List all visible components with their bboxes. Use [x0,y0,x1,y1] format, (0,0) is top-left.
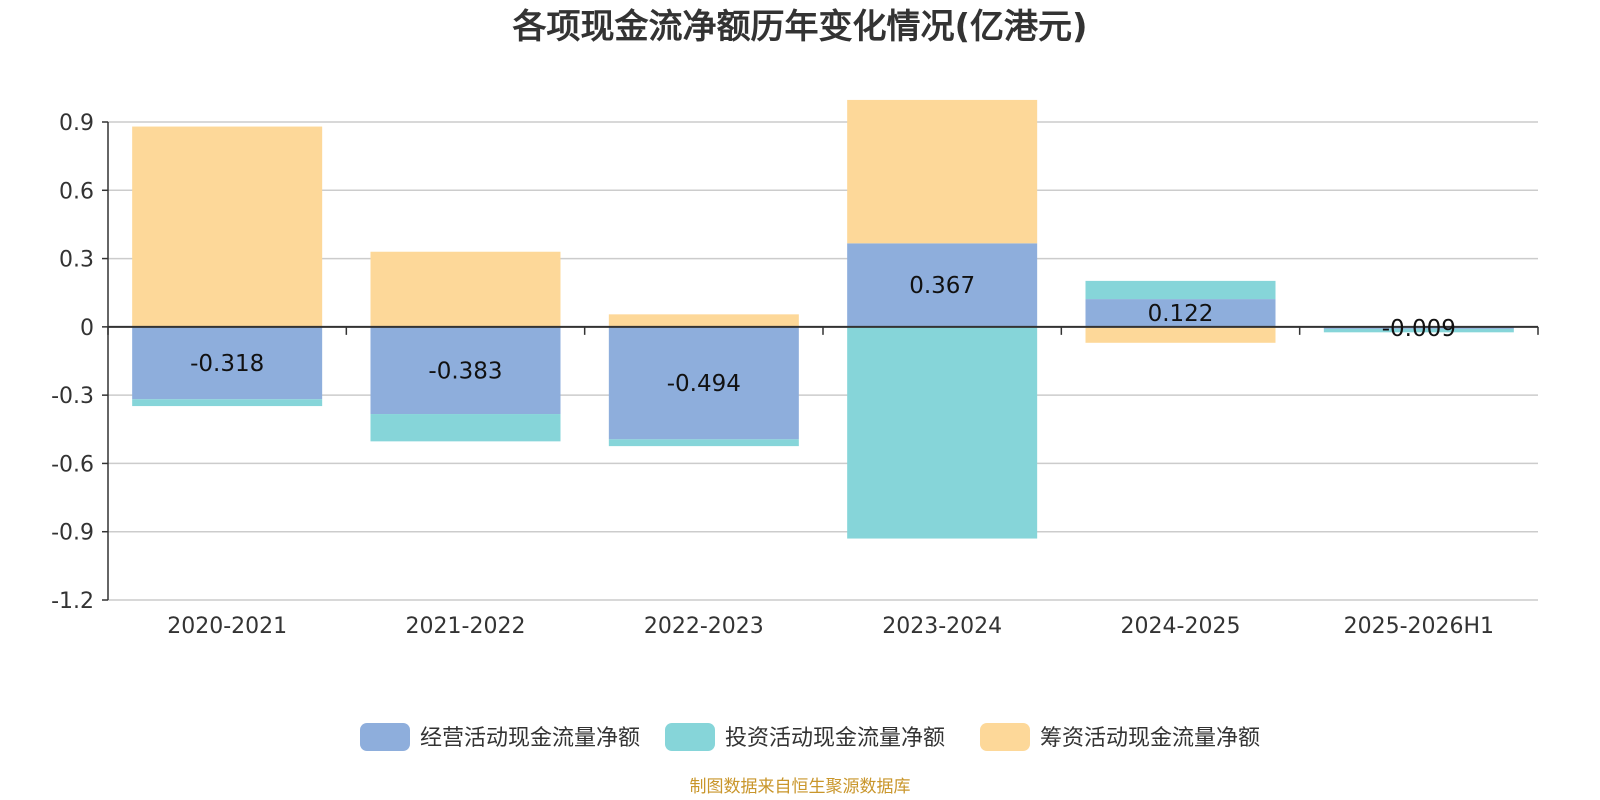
bar-segment [132,399,323,407]
source-note: 制图数据来自恒生聚源数据库 [690,777,911,797]
y-tick-label: 0.3 [59,248,94,273]
legend-label: 投资活动现金流量净额 [725,726,945,751]
legend-label: 筹资活动现金流量净额 [1040,726,1260,751]
legend-swatch [980,723,1030,751]
y-tick-label: -0.6 [51,452,94,477]
y-tick-label: -0.3 [51,384,94,409]
legend-label: 经营活动现金流量净额 [420,726,640,751]
y-tick-label: 0.6 [59,179,94,204]
bar-segment [608,314,799,327]
data-label: 0.367 [909,273,975,299]
bar-segment [1323,328,1514,333]
bar-segment [1085,326,1276,343]
bar-segment [1085,299,1276,327]
x-tick-label: 2023-2024 [882,614,1002,639]
legend-swatch [360,723,410,751]
chart-title: 各项现金流净额历年变化情况(亿港元) [512,7,1087,47]
bar-segment [370,326,561,415]
bar-segment [132,326,323,400]
x-tick-label: 2024-2025 [1121,614,1241,639]
data-label: -0.494 [667,371,741,397]
bar-segment [608,439,799,447]
axes: 0.9 0.6 0.3 0 -0.3 -0.6 -0.9 -1.2 2020-2021 2021-… [51,111,1539,639]
bar-segment [847,243,1038,327]
data-label: 0.122 [1148,301,1214,327]
legend: 经营活动现金流量净额 投资活动现金流量净额 筹资活动现金流量净额 [360,723,1260,751]
bar-segment [1323,326,1514,329]
bar-segment [370,414,561,442]
data-label: -0.318 [190,351,264,377]
bar-segment [132,126,323,327]
bar-segment [847,326,1038,539]
x-tick-label: 2020-2021 [167,614,287,639]
data-label: -0.009 [1382,316,1456,342]
y-tick-label: 0 [80,316,94,341]
y-tick-label: -0.9 [51,521,94,546]
bar-segment [1085,280,1276,300]
bars [132,99,1514,539]
bar-segment [608,326,799,440]
data-labels: -0.318 -0.383 -0.494 0.367 0.122 -0.009 [190,273,1456,397]
gridlines [108,121,1538,601]
data-label: -0.383 [428,358,502,384]
y-tick-label: 0.9 [59,111,94,136]
bar-segment [370,251,561,327]
x-tick-label: 2022-2023 [644,614,764,639]
x-tick-label: 2021-2022 [406,614,526,639]
x-tick-label: 2025-2026H1 [1344,614,1494,639]
legend-swatch [665,723,715,751]
y-tick-label: -1.2 [51,589,94,614]
bar-segment [847,99,1038,244]
